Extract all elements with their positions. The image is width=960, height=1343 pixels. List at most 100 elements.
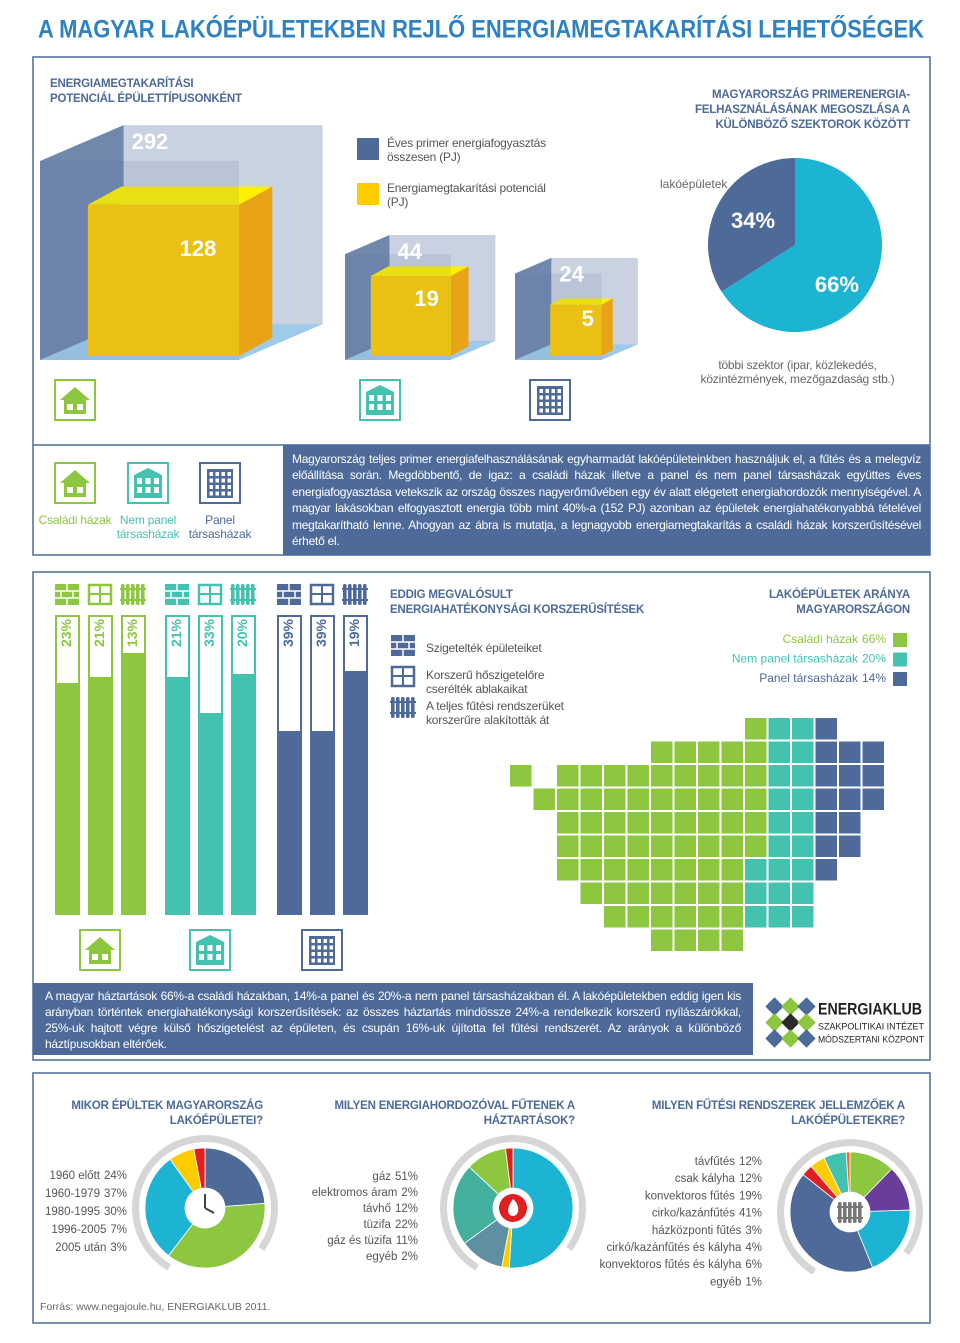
- potential-cube: [87, 186, 273, 356]
- category-label: 1996-2005 7%: [51, 1224, 127, 1236]
- category-name: konvektoros fűtés: [645, 1190, 735, 1202]
- waffle-cell: [745, 812, 767, 834]
- icon: [137, 478, 142, 484]
- icon: [165, 584, 189, 605]
- category-name: cirko/kazánfűtés: [652, 1208, 735, 1220]
- waffle-cell: [792, 835, 814, 857]
- category-value: 12%: [395, 1203, 418, 1215]
- category-value: 2%: [401, 1251, 418, 1263]
- value-label: 39%: [280, 618, 296, 647]
- bar-remainder: [121, 654, 146, 915]
- legend-label: Családi házak 66%: [783, 632, 887, 646]
- waffle-cell: [792, 741, 814, 763]
- bar-remainder: [165, 678, 190, 915]
- icon: [227, 491, 231, 496]
- waffle-cell: [745, 741, 767, 763]
- logo-mark: [765, 1013, 784, 1032]
- value-label: 21%: [91, 618, 107, 647]
- cube-front: [370, 275, 451, 356]
- icon: [539, 402, 543, 406]
- icon: [406, 697, 410, 718]
- waffle-cell: [815, 788, 837, 810]
- logo-mark: [797, 1029, 816, 1048]
- waffle-cell: [768, 765, 790, 787]
- waffle-cell: [674, 859, 696, 881]
- section-frame: [32, 571, 931, 1061]
- icon: [396, 697, 400, 718]
- chart-title: ENERGIAMEGTAKARÍTÁSI POTENCIÁL ÉPÜLETTÍP…: [50, 78, 242, 105]
- icon: [221, 491, 225, 496]
- category-label: távhő 12%: [363, 1203, 418, 1215]
- section-frame: [32, 56, 931, 556]
- value-label: 19: [414, 286, 438, 311]
- waffle-cell: [745, 906, 767, 928]
- waffle-cell: [768, 859, 790, 881]
- waffle-cell: [839, 835, 861, 857]
- icon: [343, 584, 347, 605]
- logo-mark: [781, 1029, 800, 1048]
- icon: [386, 395, 391, 401]
- logo-line: MÓDSZERTANI KÖZPONT: [818, 1034, 924, 1044]
- waffle-cell: [839, 788, 861, 810]
- icon: [227, 478, 231, 483]
- icon: [77, 404, 83, 410]
- bar-remainder: [310, 732, 335, 915]
- category-label: többi szektor (ipar, közlekedés, közinté…: [700, 358, 895, 386]
- icon: [557, 402, 561, 406]
- waffle-cell: [745, 835, 767, 857]
- icon: [358, 584, 362, 605]
- waffle-cell: [674, 882, 696, 904]
- chart-title: MAGYARORSZÁG PRIMERENERGIA-FELHASZNÁLÁSÁ…: [694, 89, 910, 131]
- category-value: 1%: [745, 1276, 762, 1288]
- bar: [88, 615, 113, 679]
- icon: [353, 584, 357, 605]
- icon: [246, 584, 250, 605]
- bar-remainder: [88, 678, 113, 915]
- icon: [215, 472, 219, 476]
- category-label: konvektoros fűtés 19%: [645, 1190, 762, 1202]
- category-label: 1960 előtt 24%: [49, 1170, 127, 1182]
- value-label: 5: [582, 306, 594, 331]
- waffle-cell: [792, 906, 814, 928]
- waffle-cell: [674, 835, 696, 857]
- icon: [227, 485, 231, 489]
- waffle-cell: [651, 741, 673, 763]
- cube-side: [450, 266, 469, 356]
- waffle-cell: [557, 788, 579, 810]
- value-label: 39%: [313, 618, 329, 647]
- page-title: A MAGYAR LAKÓÉPÜLETEKBEN REJLŐ ENERGIAME…: [38, 14, 924, 44]
- icon: [60, 470, 90, 483]
- waffle-cell: [815, 859, 837, 881]
- waffle-cell: [721, 788, 743, 810]
- waffle-cell: [815, 835, 837, 857]
- icon: [236, 584, 240, 605]
- waffle-cell: [721, 812, 743, 834]
- flame: [508, 1199, 519, 1216]
- icon: [545, 395, 549, 400]
- icon: [221, 485, 225, 489]
- category-label: csak kályha 12%: [675, 1173, 762, 1185]
- waffle-cell: [510, 765, 532, 787]
- waffle-cell: [862, 765, 884, 787]
- icon: [199, 954, 204, 960]
- waffle-cell: [745, 788, 767, 810]
- icon: [277, 584, 301, 605]
- icon: [67, 404, 73, 410]
- waffle-cell: [651, 788, 673, 810]
- bar: [310, 615, 335, 733]
- icon: [348, 584, 352, 605]
- icon: [136, 584, 140, 605]
- icon: [551, 389, 555, 393]
- waffle-cell: [604, 812, 626, 834]
- paragraph: Magyarország teljes primer energiafelhas…: [283, 445, 930, 555]
- icon: [230, 599, 256, 601]
- category-value: 6%: [745, 1259, 762, 1271]
- waffle-cell: [627, 882, 649, 904]
- category-value: 51%: [395, 1171, 418, 1183]
- category-value: 30%: [104, 1206, 127, 1218]
- icon: [141, 584, 145, 605]
- icon: [557, 395, 561, 400]
- legend-swatch: [893, 633, 907, 647]
- category-value: 41%: [739, 1208, 762, 1220]
